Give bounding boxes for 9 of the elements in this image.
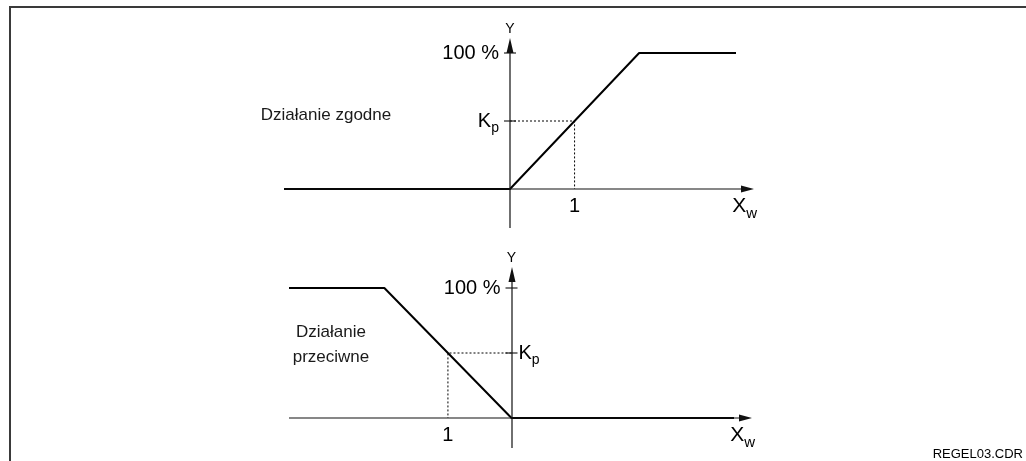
text: REGEL03.CDR bbox=[932, 446, 1023, 461]
annotation: 100 % bbox=[443, 275, 501, 298]
annotation: 1 bbox=[569, 193, 581, 216]
text: Działanie zgodne bbox=[260, 105, 392, 125]
annotation: 1 bbox=[442, 422, 454, 445]
text: Działanie przeciwne bbox=[292, 321, 370, 366]
y-axis-title: Y bbox=[505, 20, 516, 36]
annotation: 100 % bbox=[442, 40, 500, 63]
y-axis-title: Y bbox=[506, 249, 517, 265]
